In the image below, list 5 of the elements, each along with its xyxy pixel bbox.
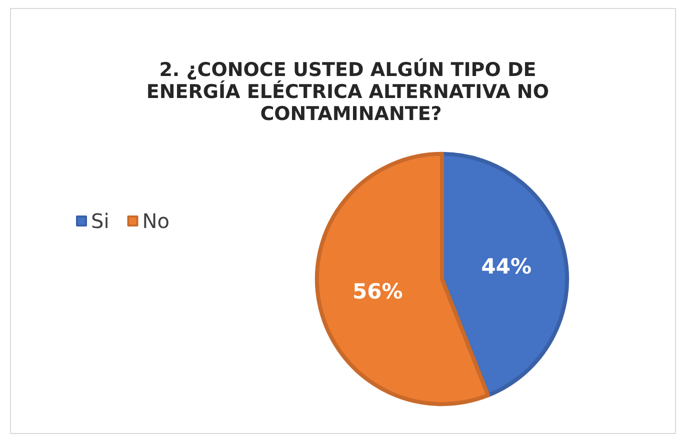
- legend-label: Si: [91, 209, 110, 233]
- chart-title: 2. ¿CONOCE USTED ALGÚN TIPO DE ENERGÍA ELÉCTRICA ALTERNATIVA NO CONTAMINANTE?: [146, 58, 556, 125]
- data-label: 56%: [352, 279, 403, 304]
- legend-label: No: [142, 209, 170, 233]
- data-label: 44%: [481, 254, 532, 279]
